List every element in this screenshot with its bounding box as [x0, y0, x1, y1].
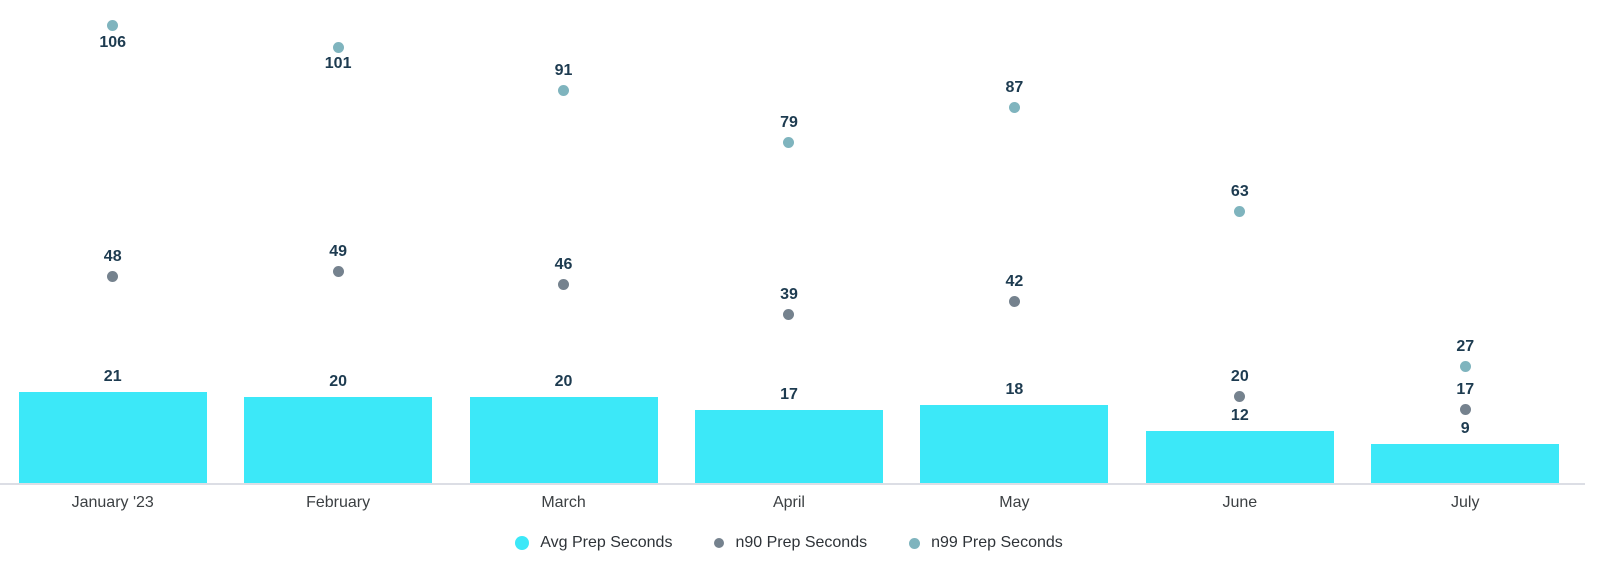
n99-value-label-march: 91: [554, 62, 573, 80]
plot-column-may: 18 42 87: [902, 0, 1127, 483]
x-axis-label-april: April: [772, 494, 805, 511]
n90-point-january-23[interactable]: [107, 270, 119, 282]
bar-value-label-june: 12: [1230, 407, 1249, 425]
legend-label-n90-prep-seconds: n90 Prep Seconds: [735, 534, 868, 551]
n90-point-june[interactable]: [1234, 391, 1246, 403]
n90-point-july[interactable]: [1459, 404, 1471, 416]
n90-value-label-july: 17: [1456, 381, 1475, 399]
n99-value-label-february: 101: [324, 55, 352, 73]
plot-column-june: 12 20 63: [1127, 0, 1352, 483]
x-axis-label-february: February: [306, 494, 371, 511]
n90-value-label-april: 39: [780, 286, 798, 304]
plot-column-april: 17 39 79: [676, 0, 901, 483]
n90-value-label-may: 42: [1005, 273, 1024, 291]
n99-point-january-23[interactable]: [107, 20, 119, 32]
n90-value-label-january-23: 48: [103, 247, 122, 265]
bar-february[interactable]: [244, 396, 433, 483]
bar-value-label-april: 17: [780, 385, 798, 403]
legend-marker-n90-prep-seconds-icon: [714, 538, 725, 548]
bar-july[interactable]: [1371, 444, 1560, 483]
bar-march[interactable]: [469, 396, 658, 483]
bar-april[interactable]: [694, 409, 883, 483]
legend-marker-n99-prep-seconds-icon: [909, 537, 921, 549]
legend-marker-avg-prep-seconds-icon: [515, 536, 530, 550]
n99-point-february[interactable]: [332, 41, 344, 53]
bar-value-label-may: 18: [1005, 381, 1024, 399]
plot-column-july: 9 17 27: [1353, 0, 1578, 483]
n99-value-label-june: 63: [1230, 182, 1249, 200]
bar-may[interactable]: [920, 405, 1109, 483]
plot-column-january-23: 21 48 106: [0, 0, 225, 483]
n99-point-july[interactable]: [1459, 361, 1471, 373]
plot-column-february: 20 49 101: [225, 0, 450, 483]
bar-january-23[interactable]: [18, 392, 207, 483]
plot-area: 21 48 106 20 49 101 20 46 91 17 39 79 18 42 87 12 20 63 9 1…: [0, 0, 1578, 483]
legend-item-avg-prep-seconds[interactable]: Avg Prep Seconds: [515, 533, 672, 553]
legend-label-n99-prep-seconds: n99 Prep Seconds: [931, 534, 1063, 551]
n99-point-june[interactable]: [1234, 205, 1246, 217]
n90-value-label-june: 20: [1230, 368, 1249, 386]
legend-item-n90-prep-seconds[interactable]: n90 Prep Seconds: [714, 533, 867, 553]
legend-label-avg-prep-seconds: Avg Prep Seconds: [540, 534, 673, 551]
n99-point-march[interactable]: [558, 85, 570, 97]
bar-value-label-february: 20: [329, 372, 348, 390]
n90-point-february[interactable]: [332, 266, 344, 278]
n99-value-label-january-23: 106: [99, 33, 127, 51]
n90-point-may[interactable]: [1008, 296, 1020, 308]
n99-value-label-may: 87: [1005, 79, 1024, 97]
x-axis-label-may: May: [999, 494, 1030, 511]
n99-point-may[interactable]: [1008, 102, 1020, 114]
x-axis-line: [0, 483, 1585, 485]
n90-point-march[interactable]: [558, 279, 570, 291]
plot-column-march: 20 46 91: [451, 0, 676, 483]
n99-value-label-april: 79: [780, 113, 798, 131]
x-axis-label-march: March: [541, 494, 586, 511]
x-axis-label-january-23: January '23: [71, 494, 154, 511]
n90-point-april[interactable]: [783, 309, 795, 321]
bar-value-label-march: 20: [554, 372, 573, 390]
bar-value-label-january-23: 21: [103, 368, 122, 386]
n99-value-label-july: 27: [1456, 338, 1475, 356]
x-axis-label-july: July: [1451, 494, 1480, 511]
legend-item-n99-prep-seconds[interactable]: n99 Prep Seconds: [909, 533, 1063, 553]
n90-value-label-february: 49: [329, 243, 348, 261]
n99-point-april[interactable]: [783, 136, 795, 148]
x-axis-label-june: June: [1222, 494, 1258, 511]
bar-value-label-july: 9: [1460, 420, 1470, 438]
x-axis-labels: January '23 February March April May June July: [0, 492, 1578, 514]
n90-value-label-march: 46: [554, 256, 573, 274]
bar-june[interactable]: [1145, 431, 1334, 483]
chart-legend: Avg Prep Seconds n90 Prep Seconds n99 Prep…: [0, 533, 1578, 553]
